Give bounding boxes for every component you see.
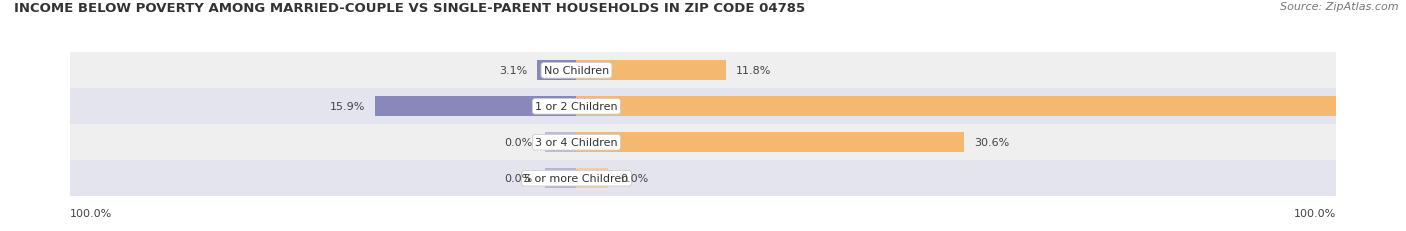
Bar xyxy=(546,169,576,188)
Bar xyxy=(70,161,1336,196)
Text: 3 or 4 Children: 3 or 4 Children xyxy=(536,138,617,148)
Bar xyxy=(576,133,963,152)
Bar xyxy=(576,61,725,81)
Text: 0.0%: 0.0% xyxy=(621,173,650,183)
Bar xyxy=(70,89,1336,125)
Text: 0.0%: 0.0% xyxy=(503,138,533,148)
Text: 100.0%: 100.0% xyxy=(1294,208,1336,218)
Text: 30.6%: 30.6% xyxy=(974,138,1010,148)
Bar xyxy=(70,53,1336,89)
Text: 0.0%: 0.0% xyxy=(503,173,533,183)
Text: 5 or more Children: 5 or more Children xyxy=(524,173,628,183)
Text: 11.8%: 11.8% xyxy=(735,66,772,76)
Text: 1 or 2 Children: 1 or 2 Children xyxy=(536,102,617,112)
Bar xyxy=(537,61,576,81)
Bar xyxy=(70,125,1336,161)
Text: No Children: No Children xyxy=(544,66,609,76)
Text: INCOME BELOW POVERTY AMONG MARRIED-COUPLE VS SINGLE-PARENT HOUSEHOLDS IN ZIP COD: INCOME BELOW POVERTY AMONG MARRIED-COUPL… xyxy=(14,2,806,15)
Text: 3.1%: 3.1% xyxy=(499,66,527,76)
Bar xyxy=(576,97,1406,117)
Bar xyxy=(375,97,576,117)
Text: 15.9%: 15.9% xyxy=(330,102,366,112)
Bar xyxy=(546,133,576,152)
Text: Source: ZipAtlas.com: Source: ZipAtlas.com xyxy=(1281,2,1399,12)
Bar xyxy=(576,169,609,188)
Text: 100.0%: 100.0% xyxy=(70,208,112,218)
